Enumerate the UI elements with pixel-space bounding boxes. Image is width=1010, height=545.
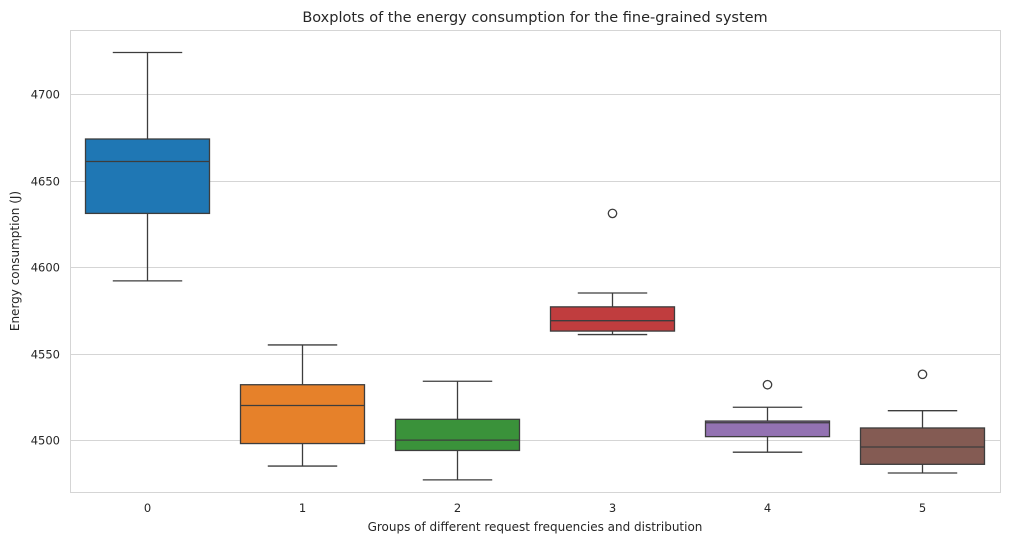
box — [549, 306, 676, 332]
outlier-point — [917, 369, 928, 380]
box-group-1 — [239, 344, 366, 467]
x-tick-label: 1 — [299, 501, 306, 515]
y-axis-ticks: 4500 4550 4600 4650 4700 — [31, 88, 60, 448]
x-tick-label: 4 — [764, 501, 771, 515]
x-tick-label: 0 — [144, 501, 151, 515]
box-group-5 — [859, 369, 986, 474]
box — [859, 427, 986, 465]
box — [394, 418, 521, 452]
y-tick-label: 4650 — [31, 175, 60, 189]
chart-title: Boxplots of the energy consumption for t… — [302, 10, 767, 26]
y-tick-label: 4600 — [31, 261, 60, 275]
box-group-4 — [704, 379, 831, 453]
x-tick-label: 2 — [454, 501, 461, 515]
outlier-point — [762, 379, 773, 390]
y-axis-label: Energy consumption (J) — [8, 191, 22, 331]
y-tick-label: 4500 — [31, 434, 60, 448]
box-group-2 — [394, 380, 521, 481]
y-tick-label: 4550 — [31, 348, 60, 362]
x-tick-label: 3 — [609, 501, 616, 515]
outlier-point — [607, 208, 618, 219]
box — [84, 138, 211, 215]
x-axis-ticks: 0 1 2 3 4 5 — [144, 501, 926, 515]
box-group-3 — [549, 208, 676, 336]
box-group-0 — [84, 51, 211, 282]
y-tick-label: 4700 — [31, 88, 60, 102]
x-tick-label: 5 — [919, 501, 926, 515]
boxes — [84, 51, 986, 481]
grid — [70, 94, 1000, 441]
plot-frame — [70, 30, 1001, 493]
box — [704, 420, 831, 438]
box — [239, 384, 366, 445]
x-axis-label: Groups of different request frequencies … — [368, 520, 703, 534]
